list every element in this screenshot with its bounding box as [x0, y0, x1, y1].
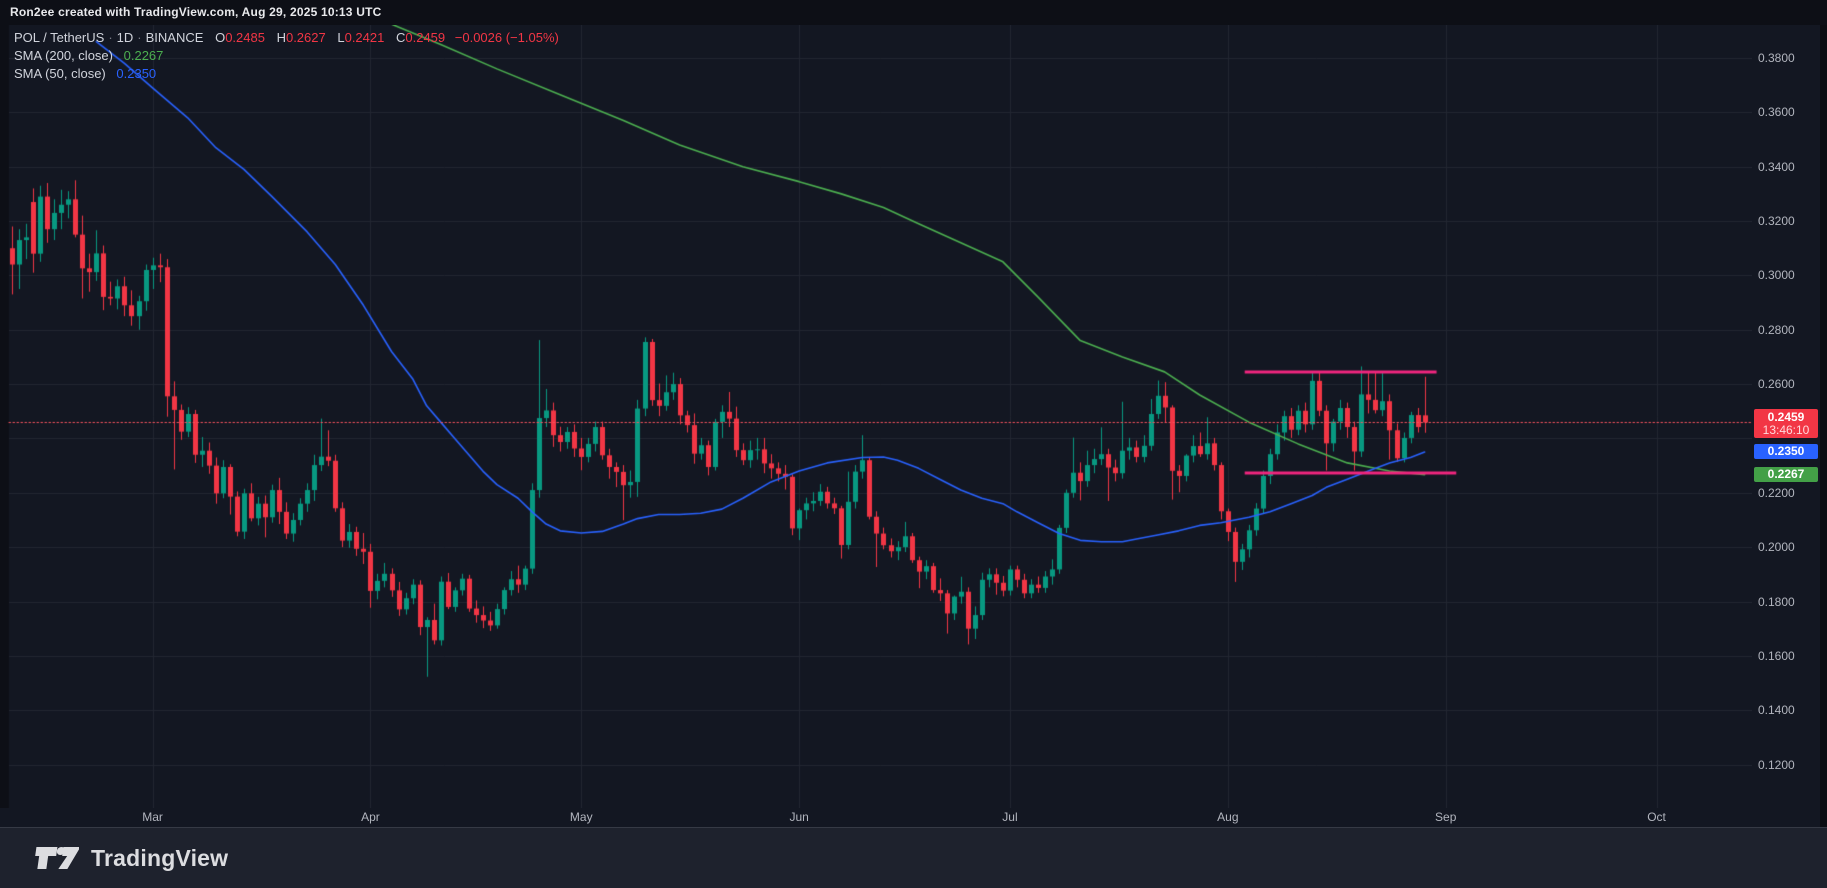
sma200-axis-label: 0.2267: [1754, 466, 1818, 482]
tradingview-logo-icon: [35, 847, 79, 869]
chart-legend: POL / TetherUS · 1D · BINANCE O0.2485 H0.262…: [14, 29, 559, 83]
price-axis[interactable]: 0.2459 13:46:10 0.2350 0.2267 0.3800 0.36…: [1752, 25, 1820, 827]
price-tick: 0.3400: [1758, 159, 1795, 174]
price-tick: 0.3000: [1758, 268, 1795, 283]
sma200-value: 0.2267: [123, 48, 164, 63]
month-label-may: May: [569, 810, 593, 824]
axis-edge-strip: [1820, 25, 1827, 827]
sma200-row: SMA (200, close) 0.2267: [14, 47, 559, 65]
high-letter: H: [276, 30, 286, 45]
open-value: 0.2485: [225, 30, 265, 45]
price-tick: 0.3200: [1758, 214, 1795, 229]
time-axis[interactable]: Mar Apr May Jun Jul Aug Sep Oct: [0, 808, 1752, 827]
low-letter: L: [337, 30, 345, 45]
price-tick: 0.1600: [1758, 648, 1795, 663]
attribution-bar: Ron2ee created with TradingView.com, Aug…: [0, 0, 1827, 25]
separator: ·: [137, 30, 142, 45]
footer-bar: TradingView: [0, 827, 1827, 888]
price-tick: 0.1800: [1758, 594, 1795, 609]
month-label-jun: Jun: [789, 810, 809, 824]
price-tick: 0.2200: [1758, 485, 1795, 500]
price-tick: 0.2800: [1758, 322, 1795, 337]
high-value: 0.2627: [285, 30, 326, 45]
exchange-label: BINANCE: [145, 30, 204, 45]
sma50-label: SMA (50, close): [14, 66, 106, 81]
open-letter: O: [215, 30, 226, 45]
symbol-row: POL / TetherUS · 1D · BINANCE O0.2485 H0.262…: [14, 29, 559, 47]
price-chart-canvas[interactable]: [0, 25, 1752, 808]
month-label-sep: Sep: [1435, 810, 1457, 824]
month-label-aug: Aug: [1217, 810, 1239, 824]
tradingview-logo[interactable]: TradingView: [33, 843, 228, 873]
month-label-apr: Apr: [361, 810, 380, 824]
sma50-row: SMA (50, close) 0.2350: [14, 65, 559, 83]
month-label-jul: Jul: [1002, 810, 1018, 824]
last-price-value: 0.2459: [1767, 410, 1805, 425]
month-label-oct: Oct: [1647, 810, 1666, 824]
bar-countdown: 13:46:10: [1762, 423, 1810, 438]
change-value: −0.0026 (−1.05%): [454, 30, 559, 45]
sma50-axis-label: 0.2350: [1754, 444, 1818, 460]
attribution-text: Ron2ee created with TradingView.com, Aug…: [10, 5, 382, 19]
price-tick: 0.1400: [1758, 703, 1795, 718]
price-tick: 0.2600: [1758, 377, 1795, 392]
price-tick: 0.2000: [1758, 540, 1795, 555]
price-tick: 0.1200: [1758, 757, 1795, 772]
close-value: 0.2459: [405, 30, 446, 45]
interval-label: 1D: [116, 30, 134, 45]
tradingview-logo-text: TradingView: [91, 844, 229, 871]
close-letter: C: [395, 30, 406, 45]
sma200-label: SMA (200, close): [14, 48, 113, 63]
sma50-value: 0.2350: [116, 66, 157, 81]
symbol-name: POL / TetherUS: [14, 30, 105, 45]
price-tick: 0.3600: [1758, 105, 1795, 120]
price-tick: 0.3800: [1758, 51, 1795, 65]
month-label-mar: Mar: [142, 810, 163, 824]
separator: ·: [108, 30, 113, 45]
last-price-label: 0.2459 13:46:10: [1754, 409, 1818, 439]
low-value: 0.2421: [344, 30, 385, 45]
